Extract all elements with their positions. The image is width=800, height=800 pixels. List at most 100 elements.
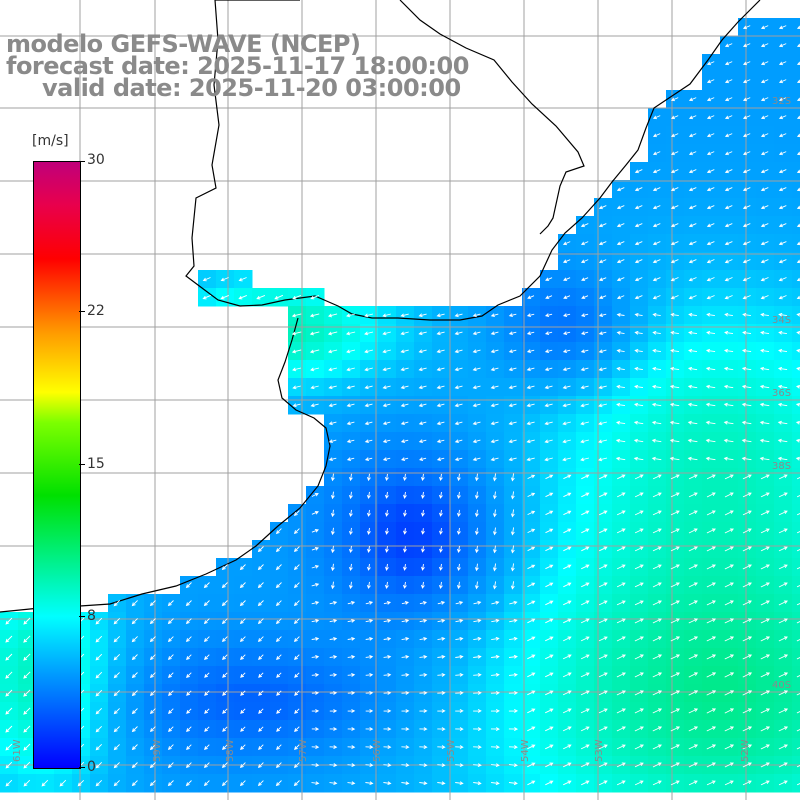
wind-arrow [545, 654, 554, 660]
wind-arrow [455, 745, 464, 750]
wind-arrow [383, 636, 392, 641]
wind-arrow [346, 457, 355, 462]
wind-arrow [330, 545, 335, 554]
wind-arrow [598, 726, 608, 732]
wind-arrow [544, 421, 553, 426]
wind-arrow [23, 779, 31, 787]
wind-arrow [777, 420, 788, 425]
wind-arrow [562, 349, 571, 354]
wind-arrow [742, 564, 752, 570]
wind-cell [792, 162, 800, 181]
wind-arrow [491, 636, 500, 641]
wind-arrow [598, 600, 608, 606]
wind-arrow [778, 762, 788, 768]
wind-arrow [5, 707, 13, 715]
wind-arrow [419, 709, 428, 713]
wind-arrow [670, 726, 681, 732]
wind-arrow [474, 527, 479, 536]
wind-arrow [419, 672, 428, 677]
wind-arrow [688, 241, 697, 246]
colorbar-tick-mark [79, 616, 85, 617]
wind-arrow [311, 600, 320, 605]
wind-arrow [220, 294, 229, 300]
wind-arrow [526, 313, 535, 318]
wind-arrow [474, 473, 479, 482]
wind-arrow [599, 510, 608, 516]
wind-arrow [400, 421, 409, 426]
wind-arrow [149, 762, 156, 769]
wind-arrow [670, 295, 679, 300]
wind-arrow [275, 762, 282, 769]
wind-arrow [634, 312, 643, 317]
wind-arrow [309, 349, 320, 354]
wind-arrow [724, 780, 734, 786]
wind-cell [792, 396, 800, 415]
wind-arrow [545, 636, 554, 642]
wind-arrow [706, 600, 716, 606]
wind-arrow [5, 761, 13, 769]
wind-arrow [545, 708, 554, 714]
wind-arrow [742, 492, 752, 498]
wind-arrow [149, 636, 156, 643]
wind-arrow [527, 744, 536, 750]
wind-arrow [545, 780, 554, 786]
wind-arrow [383, 745, 392, 750]
wind-arrow [545, 277, 553, 282]
wind-arrow [706, 97, 715, 102]
wind-cell [792, 450, 800, 469]
wind-arrow [419, 618, 428, 623]
wind-arrow [760, 348, 770, 353]
wind-arrow [760, 79, 769, 84]
wind-arrow [616, 348, 625, 353]
wind-arrow [563, 618, 572, 624]
wind-arrow [403, 546, 407, 553]
wind-arrow [455, 672, 464, 677]
wind-arrow [365, 745, 374, 750]
wind-arrow [400, 349, 409, 354]
wind-cell [792, 468, 800, 487]
wind-arrow [23, 653, 31, 661]
wind-arrow [365, 654, 374, 659]
wind-arrow [724, 474, 734, 480]
wind-arrow [580, 457, 590, 462]
wind-arrow [796, 638, 800, 642]
wind-arrow [311, 618, 320, 623]
wind-arrow [222, 744, 228, 750]
wind-arrow [383, 654, 392, 659]
wind-arrow [23, 689, 31, 697]
wind-arrow [437, 727, 446, 731]
wind-arrow [724, 492, 734, 498]
wind-arrow [329, 600, 338, 605]
wind-arrow [563, 510, 572, 516]
wind-arrow [633, 402, 644, 407]
wind-cell [792, 180, 800, 199]
wind-arrow [329, 781, 338, 786]
wind-arrow [598, 223, 607, 228]
wind-arrow [311, 781, 320, 786]
wind-arrow [437, 690, 446, 695]
wind-arrow [688, 133, 697, 138]
wind-arrow [688, 277, 697, 282]
wind-arrow [311, 727, 320, 731]
wind-arrow [527, 492, 536, 498]
wind-arrow [723, 438, 734, 443]
wind-arrow [796, 348, 800, 353]
wind-arrow [760, 654, 771, 660]
wind-arrow [544, 403, 553, 408]
wind-arrow [652, 546, 662, 552]
wind-arrow [545, 546, 554, 552]
wind-arrow [688, 654, 699, 660]
wind-arrow [688, 528, 698, 534]
wind-arrow [527, 708, 536, 714]
wind-cell [792, 288, 800, 307]
wind-arrow [403, 510, 407, 517]
wind-arrow [454, 439, 463, 444]
wind-arrow [293, 762, 300, 769]
wind-arrow [742, 762, 752, 768]
wind-arrow [724, 726, 735, 732]
wind-arrow [149, 726, 156, 733]
wind-arrow [131, 744, 138, 751]
wind-arrow [669, 438, 680, 443]
wind-arrow [291, 349, 302, 354]
